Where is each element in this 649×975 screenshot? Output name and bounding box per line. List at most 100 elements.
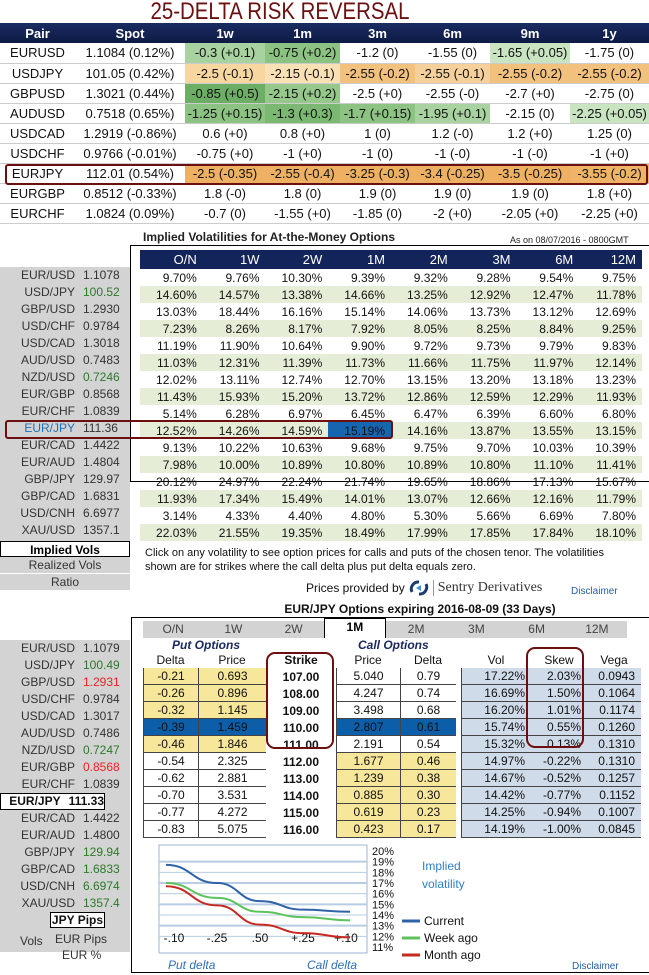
iv-vol-cell[interactable]: 14.16% (391, 422, 454, 439)
iv-vol-cell[interactable]: 18.44% (218, 304, 260, 319)
iv-vol-cell[interactable]: 14.59% (265, 422, 329, 439)
iv-vol-cell[interactable]: 10.63% (281, 440, 323, 455)
iv-vol-cell[interactable]: 5.30% (413, 508, 448, 523)
disclaimer-link[interactable]: Disclaimer (571, 586, 618, 597)
op-spot-row[interactable]: USD/JPY 100.49 (0, 657, 130, 674)
iv-vol-cell[interactable]: 6.80% (601, 406, 636, 421)
iv-vol-cell[interactable]: 13.73% (469, 304, 511, 319)
iv-vol-cell[interactable]: 14.60% (140, 286, 203, 303)
op-spot-row[interactable]: XAU/USD 1357.4 (0, 895, 130, 912)
tenor-tab[interactable]: 6M (528, 622, 545, 636)
iv-vol-cell[interactable]: 8.26% (202, 320, 266, 337)
iv-vol-cell[interactable]: 6.45% (350, 406, 385, 421)
iv-vol-cell[interactable]: 12.52% (140, 422, 203, 439)
iv-vol-cell[interactable]: 12.02% (156, 372, 197, 387)
iv-vol-cell[interactable]: 9.28% (476, 270, 511, 285)
iv-vol-cell[interactable]: 22.03% (140, 524, 203, 541)
iv-vol-cell[interactable]: 17.99% (391, 524, 454, 541)
iv-vol-cell[interactable]: 9.70% (162, 270, 197, 285)
iv-vol-cell[interactable]: 12.74% (281, 372, 323, 387)
iv-spot-row[interactable]: EUR/JPY 111.36 (0, 420, 130, 437)
iv-vol-cell[interactable]: 11.41% (579, 456, 642, 473)
iv-vol-cell[interactable]: 7.92% (328, 320, 391, 337)
iv-vol-cell[interactable]: 11.93% (140, 490, 203, 507)
iv-vol-cell[interactable]: 14.06% (407, 304, 448, 319)
iv-vol-cell[interactable]: 4.40% (288, 508, 323, 523)
iv-vol-cell[interactable]: 11.79% (579, 490, 642, 507)
op-spot-row[interactable]: USD/CNH 6.6974 (0, 878, 130, 895)
iv-vol-cell[interactable]: 10.80% (453, 456, 517, 473)
iv-vol-cell[interactable]: 9.39% (350, 270, 385, 285)
iv-vol-cell[interactable]: 9.32% (413, 270, 448, 285)
iv-vol-cell[interactable]: 13.11% (219, 372, 260, 387)
option-row[interactable]: -0.21 0.693 107.00 5.040 0.79 17.22% 2.03% 0.09… (143, 668, 641, 685)
iv-vol-cell[interactable]: 18.10% (579, 524, 642, 541)
iv-vol-cell[interactable]: 14.57% (202, 286, 266, 303)
iv-vol-cell[interactable]: 10.39% (595, 440, 636, 455)
iv-vol-cell[interactable]: 5.14% (162, 406, 197, 421)
iv-vol-cell[interactable]: 17.84% (516, 524, 580, 541)
op-spot-row[interactable]: NZD/USD 0.7247 (0, 742, 130, 759)
op-spot-row[interactable]: AUD/USD 0.7486 (0, 725, 130, 742)
iv-vol-cell[interactable]: 22.24% (281, 474, 323, 489)
iv-vol-cell[interactable]: 11.90% (219, 338, 260, 353)
iv-vol-cell[interactable]: 13.72% (328, 388, 391, 405)
iv-vol-cell[interactable]: 7.98% (140, 456, 203, 473)
iv-vol-cell[interactable]: 13.12% (532, 304, 574, 319)
iv-vol-cell[interactable]: 11.75% (453, 354, 517, 371)
iv-vol-cell[interactable]: 21.74% (344, 474, 385, 489)
iv-vol-cell[interactable]: 17.85% (453, 524, 517, 541)
iv-vol-cell[interactable]: 13.38% (265, 286, 329, 303)
iv-vol-cell[interactable]: 9.75% (413, 440, 448, 455)
iv-vol-cell[interactable]: 24.97% (218, 474, 260, 489)
iv-spot-row[interactable]: GBP/USD 1.2930 (0, 301, 130, 318)
iv-spot-row[interactable]: USD/CAD 1.3018 (0, 335, 130, 352)
iv-vol-cell[interactable]: 10.64% (281, 338, 323, 353)
op-spot-row[interactable]: USD/CHF 0.9784 (0, 691, 130, 708)
iv-vol-cell[interactable]: 10.03% (532, 440, 574, 455)
unit-jpy-pips[interactable]: JPY Pips (50, 912, 105, 928)
iv-vol-cell[interactable]: 10.22% (218, 440, 260, 455)
iv-vol-cell[interactable]: 12.14% (579, 354, 642, 371)
iv-vol-cell[interactable]: 8.05% (391, 320, 454, 337)
tab-realized-vols[interactable]: Realized Vols (0, 557, 130, 573)
tenor-tab[interactable]: 1W (224, 622, 243, 636)
iv-vol-cell[interactable]: 11.43% (140, 388, 203, 405)
tab-ratio[interactable]: Ratio (0, 574, 130, 590)
iv-vol-cell[interactable]: 11.19% (156, 338, 197, 353)
iv-vol-cell[interactable]: 9.54% (539, 270, 574, 285)
iv-vol-cell[interactable]: 13.55% (516, 422, 580, 439)
iv-vol-cell[interactable]: 9.76% (225, 270, 260, 285)
iv-vol-cell[interactable]: 18.86% (469, 474, 511, 489)
iv-vol-cell[interactable]: 11.03% (140, 354, 203, 371)
iv-spot-row[interactable]: AUD/USD 0.7483 (0, 352, 130, 369)
tenor-tab[interactable]: O/N (162, 622, 184, 636)
iv-spot-row[interactable]: USD/CNH 6.6977 (0, 505, 130, 522)
iv-vol-cell[interactable]: 14.26% (202, 422, 266, 439)
iv-spot-row[interactable]: USD/CHF 0.9784 (0, 318, 130, 335)
iv-vol-cell[interactable]: 9.75% (601, 270, 636, 285)
option-row[interactable]: -0.32 1.145 109.00 3.498 0.68 16.20% 1.01% 0.11… (143, 702, 641, 719)
tenor-tab[interactable]: 1M (323, 618, 386, 638)
option-row[interactable]: -0.70 3.531 114.00 0.885 0.30 14.42% -0.77% 0.1… (143, 787, 641, 804)
iv-spot-row[interactable]: EUR/CHF 1.0839 (0, 403, 130, 420)
iv-vol-cell[interactable]: 15.14% (344, 304, 385, 319)
iv-vol-cell[interactable]: 10.30% (281, 270, 323, 285)
iv-vol-cell[interactable]: 13.87% (453, 422, 517, 439)
iv-vol-cell[interactable]: 17.13% (532, 474, 574, 489)
iv-vol-cell[interactable]: 11.73% (328, 354, 391, 371)
iv-spot-row[interactable]: GBP/JPY 129.97 (0, 471, 130, 488)
iv-vol-cell[interactable]: 13.18% (532, 372, 574, 387)
iv-spot-row[interactable]: EUR/CAD 1.4422 (0, 437, 130, 454)
iv-vol-cell[interactable]: 12.86% (391, 388, 454, 405)
iv-vol-cell[interactable]: 12.92% (453, 286, 517, 303)
iv-vol-cell[interactable]: 5.66% (476, 508, 511, 523)
iv-vol-cell[interactable]: 6.39% (476, 406, 511, 421)
iv-vol-cell[interactable]: 15.93% (202, 388, 266, 405)
iv-vol-cell[interactable]: 9.13% (162, 440, 197, 455)
iv-vol-cell[interactable]: 10.00% (202, 456, 266, 473)
iv-vol-cell[interactable]: 8.17% (265, 320, 329, 337)
iv-vol-cell[interactable]: 12.69% (595, 304, 636, 319)
iv-vol-cell[interactable]: 10.80% (328, 456, 391, 473)
op-spot-row[interactable]: EUR/USD 1.1079 (0, 640, 130, 657)
